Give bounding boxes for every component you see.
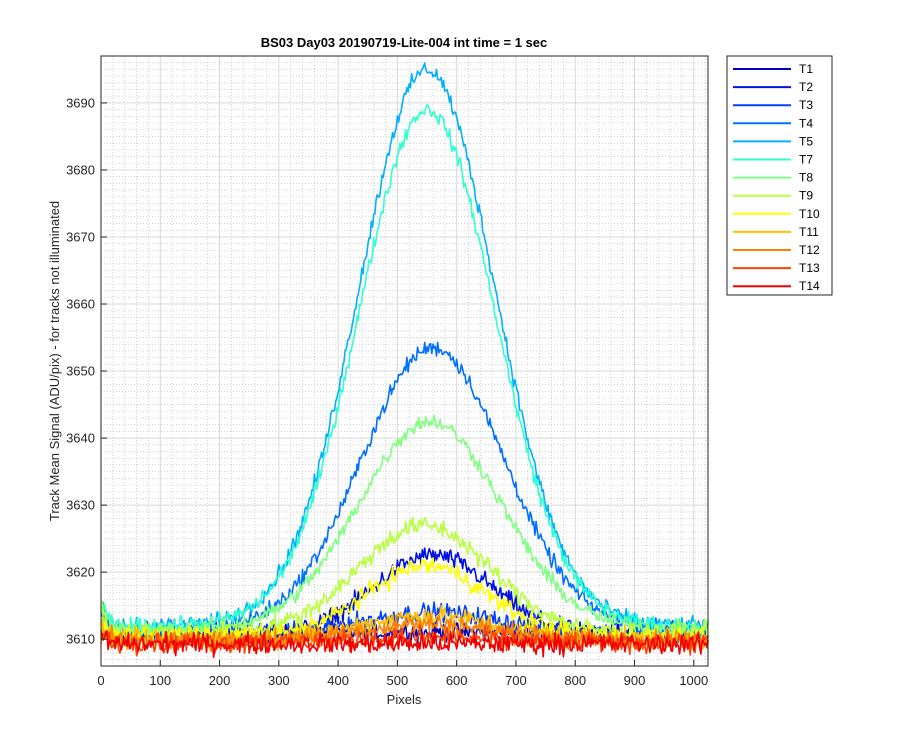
y-tick-label: 3640 xyxy=(66,431,95,446)
series-line-t9 xyxy=(100,516,709,646)
legend-label: T8 xyxy=(799,171,813,185)
plot-frame xyxy=(100,55,709,667)
y-tick-label: 3630 xyxy=(66,498,95,513)
x-axis-label: Pixels xyxy=(387,692,422,707)
x-tick-label: 800 xyxy=(564,673,586,688)
legend-label: T3 xyxy=(799,98,813,112)
legend-label: T5 xyxy=(799,134,813,148)
legend: T1 T2 T3 T4 T5 T7 T8 T9 T10 T11 T12 T13 T14 xyxy=(726,55,833,296)
series-line-t14 xyxy=(100,630,709,659)
y-tick-label: 3620 xyxy=(66,565,95,580)
y-tick-label: 3680 xyxy=(66,162,95,177)
legend-box xyxy=(726,55,833,296)
x-tick-label: 600 xyxy=(446,673,468,688)
series-layer xyxy=(100,62,709,659)
chart-title: BS03 Day03 20190719-Lite-004 int time = … xyxy=(261,35,548,50)
x-axis: 0 100 200 300 400 500 600 700 800 900 1000 xyxy=(97,660,708,688)
legend-label: T13 xyxy=(799,261,820,275)
legend-label: T2 xyxy=(799,80,813,94)
y-tick-label: 3670 xyxy=(66,229,95,244)
x-tick-label: 400 xyxy=(327,673,349,688)
x-tick-label: 200 xyxy=(209,673,231,688)
y-tick-label: 3610 xyxy=(66,632,95,647)
legend-label: T11 xyxy=(799,225,819,239)
x-tick-label: 0 xyxy=(97,673,104,688)
x-tick-label: 1000 xyxy=(679,673,708,688)
legend-label: T9 xyxy=(799,189,813,203)
series-line-t13 xyxy=(100,624,709,657)
plot-area xyxy=(101,56,708,666)
legend-label: T1 xyxy=(799,62,813,76)
legend-label: T10 xyxy=(799,207,820,221)
x-tick-label: 900 xyxy=(624,673,646,688)
x-tick-label: 500 xyxy=(387,673,409,688)
legend-label: T4 xyxy=(799,116,813,130)
x-tick-label: 700 xyxy=(505,673,527,688)
legend-label: T12 xyxy=(799,243,820,257)
y-tick-label: 3650 xyxy=(66,364,95,379)
legend-label: T14 xyxy=(799,279,820,293)
y-tick-label: 3690 xyxy=(66,95,95,110)
y-axis-label: Track Mean Signal (ADU/pix) - for tracks… xyxy=(47,201,62,521)
y-tick-label: 3660 xyxy=(66,297,95,312)
y-axis: 3610 3620 3630 3640 3650 3660 3670 3680 3690 xyxy=(66,95,107,647)
x-tick-label: 100 xyxy=(149,673,171,688)
x-tick-label: 300 xyxy=(268,673,290,688)
legend-label: T7 xyxy=(799,153,813,167)
